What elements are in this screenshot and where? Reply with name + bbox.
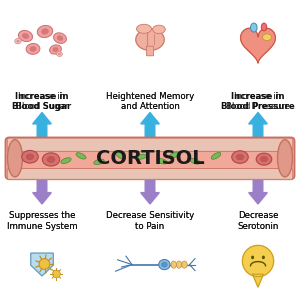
Ellipse shape <box>53 47 58 52</box>
Ellipse shape <box>136 154 146 159</box>
Ellipse shape <box>17 40 19 42</box>
FancyArrow shape <box>249 177 267 204</box>
Ellipse shape <box>171 261 176 268</box>
FancyArrow shape <box>249 112 267 140</box>
Ellipse shape <box>159 260 170 270</box>
Ellipse shape <box>190 158 200 164</box>
Ellipse shape <box>30 46 36 51</box>
Ellipse shape <box>251 256 254 259</box>
FancyBboxPatch shape <box>5 137 295 179</box>
Ellipse shape <box>52 270 60 278</box>
Ellipse shape <box>15 38 21 44</box>
Ellipse shape <box>22 34 29 38</box>
Ellipse shape <box>18 31 33 41</box>
Ellipse shape <box>54 33 66 44</box>
Ellipse shape <box>261 23 267 31</box>
Text: Suppresses the
Immune System: Suppresses the Immune System <box>7 212 77 231</box>
Ellipse shape <box>232 151 248 163</box>
FancyArrow shape <box>33 112 51 140</box>
Polygon shape <box>253 274 263 287</box>
Text: Suppresses the
Immune System: Suppresses the Immune System <box>7 212 77 231</box>
Ellipse shape <box>256 153 272 165</box>
Ellipse shape <box>94 159 104 165</box>
Ellipse shape <box>260 157 268 162</box>
Ellipse shape <box>153 25 165 34</box>
Text: Increase in
Blood Sugar: Increase in Blood Sugar <box>16 92 68 111</box>
Ellipse shape <box>182 261 187 268</box>
Ellipse shape <box>236 154 244 160</box>
Ellipse shape <box>26 44 40 54</box>
Ellipse shape <box>211 152 221 159</box>
Text: Increase in
Blood Sugar: Increase in Blood Sugar <box>12 92 72 111</box>
Ellipse shape <box>8 140 22 177</box>
Ellipse shape <box>262 34 272 40</box>
Ellipse shape <box>57 36 63 40</box>
Text: Decrease Sensitivity
to Pain: Decrease Sensitivity to Pain <box>106 212 194 231</box>
Polygon shape <box>242 245 274 277</box>
Ellipse shape <box>42 153 60 166</box>
FancyArrow shape <box>141 112 159 140</box>
Ellipse shape <box>136 29 164 50</box>
FancyArrow shape <box>141 177 159 204</box>
Ellipse shape <box>169 152 179 158</box>
Ellipse shape <box>76 153 86 159</box>
Ellipse shape <box>162 262 167 267</box>
Ellipse shape <box>61 158 71 164</box>
Text: Heightened Memory
and Attention: Heightened Memory and Attention <box>106 92 194 111</box>
Text: Decrease
Serotonin: Decrease Serotonin <box>237 212 279 231</box>
Ellipse shape <box>22 150 38 163</box>
FancyBboxPatch shape <box>146 46 154 56</box>
Ellipse shape <box>41 29 49 34</box>
Ellipse shape <box>58 53 61 55</box>
Ellipse shape <box>136 24 152 33</box>
Ellipse shape <box>262 256 265 259</box>
Ellipse shape <box>56 52 62 56</box>
Ellipse shape <box>39 259 50 269</box>
Ellipse shape <box>116 152 124 159</box>
Ellipse shape <box>176 261 182 268</box>
Ellipse shape <box>157 158 167 164</box>
Ellipse shape <box>37 26 53 38</box>
Ellipse shape <box>250 23 257 32</box>
Text: Increase in
Blood Pressure: Increase in Blood Pressure <box>226 92 290 111</box>
FancyArrow shape <box>33 177 51 204</box>
Ellipse shape <box>47 157 55 162</box>
Text: CORTISOL: CORTISOL <box>96 149 204 168</box>
FancyBboxPatch shape <box>7 138 293 152</box>
Ellipse shape <box>278 140 292 177</box>
Polygon shape <box>31 253 53 276</box>
Text: Heightened Memory
and Attention: Heightened Memory and Attention <box>106 92 194 111</box>
FancyBboxPatch shape <box>7 169 293 180</box>
Text: Increase in
Blood Pressure: Increase in Blood Pressure <box>221 92 295 111</box>
Text: Decrease Sensitivity
to Pain: Decrease Sensitivity to Pain <box>106 212 194 231</box>
Text: Decrease
Serotonin: Decrease Serotonin <box>237 212 279 231</box>
Polygon shape <box>241 28 275 63</box>
Ellipse shape <box>26 154 34 160</box>
Ellipse shape <box>50 45 61 54</box>
